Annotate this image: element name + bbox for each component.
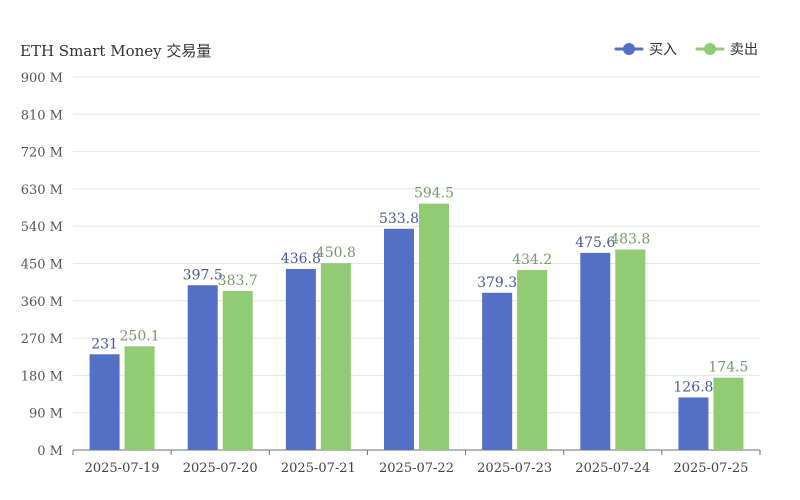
- data-label: 594.5: [414, 186, 454, 202]
- data-label: 174.5: [708, 360, 748, 376]
- bar-sell[interactable]: [320, 263, 351, 450]
- x-tick-label: 2025-07-22: [379, 461, 454, 476]
- legend-item-buy[interactable]: 买入: [614, 42, 677, 58]
- bar-buy[interactable]: [89, 354, 120, 450]
- y-tick-label: 630 M: [21, 183, 63, 198]
- bar-buy[interactable]: [285, 268, 316, 450]
- legend[interactable]: 买入 卖出: [614, 42, 758, 58]
- x-tick-label: 2025-07-19: [85, 461, 160, 476]
- bar-sell[interactable]: [222, 290, 253, 450]
- legend-item-sell[interactable]: 卖出: [695, 42, 758, 58]
- bar-sell[interactable]: [419, 203, 449, 450]
- data-label: 533.8: [379, 211, 419, 227]
- chart-title: ETH Smart Money 交易量: [20, 42, 211, 60]
- y-tick-label: 180 M: [21, 369, 63, 384]
- data-label: 475.6: [575, 235, 615, 251]
- data-labels: 231 397.5 436.8 533.8 379.3 475.6 126.8 250.1 38…: [91, 186, 748, 396]
- x-axis: 2025-07-19 2025-07-20 2025-07-21 2025-07-22…: [72, 449, 761, 476]
- data-label: 436.8: [281, 251, 321, 267]
- grid-lines: [73, 76, 760, 414]
- data-label: 231: [91, 336, 118, 352]
- bar-sell[interactable]: [124, 346, 155, 450]
- y-tick-label: 270 M: [21, 332, 63, 347]
- data-label: 250.1: [120, 328, 160, 344]
- bar-buy[interactable]: [187, 285, 218, 450]
- bar-buy[interactable]: [678, 397, 709, 450]
- bar-buy[interactable]: [384, 228, 414, 450]
- legend-marker-icon: [623, 43, 635, 55]
- bars: [89, 203, 744, 450]
- data-label: 126.8: [673, 379, 713, 395]
- y-tick-label: 0 M: [37, 444, 63, 459]
- y-axis: 0 M 90 M 180 M 270 M 360 M 450 M 540 M 630 M 720…: [21, 71, 63, 459]
- data-label: 379.3: [477, 275, 517, 291]
- data-label: 434.2: [512, 252, 552, 268]
- y-tick-label: 720 M: [21, 146, 63, 161]
- y-tick-label: 540 M: [21, 220, 63, 235]
- legend-label: 卖出: [730, 42, 758, 58]
- y-tick-label: 450 M: [21, 258, 63, 273]
- x-tick-label: 2025-07-21: [281, 461, 356, 476]
- bar-sell[interactable]: [615, 249, 646, 450]
- data-label: 483.8: [610, 231, 650, 247]
- bar-buy[interactable]: [580, 252, 611, 450]
- x-tick-label: 2025-07-23: [477, 461, 552, 476]
- x-tick-label: 2025-07-24: [575, 461, 650, 476]
- x-tick-label: 2025-07-20: [183, 461, 258, 476]
- data-label: 397.5: [183, 267, 223, 283]
- y-tick-label: 360 M: [21, 295, 63, 310]
- bar-sell[interactable]: [713, 377, 744, 450]
- legend-marker-icon: [704, 43, 716, 55]
- bar-sell[interactable]: [517, 270, 548, 450]
- y-tick-label: 810 M: [21, 108, 63, 123]
- y-tick-label: 90 M: [29, 407, 63, 422]
- data-label: 383.7: [218, 273, 258, 289]
- data-label: 450.8: [316, 245, 356, 261]
- legend-label: 买入: [649, 42, 677, 58]
- y-tick-label: 900 M: [21, 71, 63, 86]
- bar-buy[interactable]: [482, 292, 513, 450]
- x-tick-label: 2025-07-25: [673, 461, 748, 476]
